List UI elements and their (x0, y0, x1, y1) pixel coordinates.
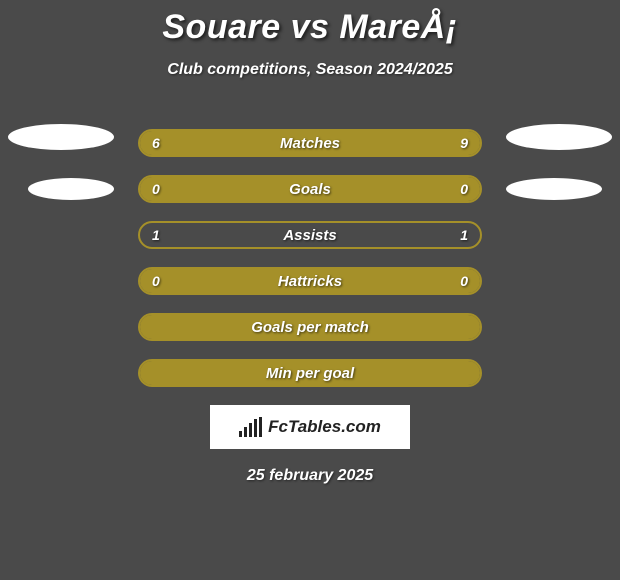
stat-value-right: 9 (460, 131, 468, 155)
stat-row: 1 1Assists (138, 221, 482, 249)
logo-bar (254, 419, 257, 437)
stat-value-right: 0 (460, 269, 468, 293)
decorative-oval (506, 124, 612, 150)
logo-bar (259, 417, 262, 437)
stat-row: 69Matches (138, 129, 482, 157)
stat-value-right: 1 (460, 223, 468, 247)
logo-bar (239, 431, 242, 437)
stat-row: 00Goals (138, 175, 482, 203)
stat-rows-container: 69Matches00Goals11Assists00HattricksGoal… (138, 129, 482, 387)
comparison-card: Souare vs MareÅ¡ Club competitions, Seas… (0, 0, 620, 580)
stat-value-left: 0 (152, 269, 160, 293)
date-label: 25 february 2025 (0, 467, 620, 485)
stat-value-left: 6 (152, 131, 160, 155)
stat-row: Goals per match (138, 313, 482, 341)
logo-bars-icon (239, 417, 262, 437)
stat-fill-right (310, 269, 480, 293)
stat-row: 00Hattricks (138, 267, 482, 295)
page-title: Souare vs MareÅ¡ (0, 0, 620, 47)
decorative-oval (506, 178, 602, 200)
stat-fill-right (276, 131, 480, 155)
logo-bar (244, 427, 247, 437)
stat-value-left: 1 (152, 223, 160, 247)
logo-text: FcTables.com (268, 417, 381, 437)
stat-row: Min per goal (138, 359, 482, 387)
stat-value-left: 0 (152, 177, 160, 201)
stat-label: Assists (140, 223, 480, 247)
stat-value-right: 0 (460, 177, 468, 201)
logo-bar (249, 423, 252, 437)
stat-fill-right (310, 177, 480, 201)
subtitle: Club competitions, Season 2024/2025 (0, 61, 620, 79)
stat-fill-left (140, 131, 276, 155)
stat-fill-left (140, 177, 310, 201)
stat-fill-left (140, 315, 480, 339)
stat-fill-left (140, 361, 480, 385)
decorative-oval (8, 124, 114, 150)
stat-fill-left (140, 269, 310, 293)
decorative-oval (28, 178, 114, 200)
fctables-logo: FcTables.com (210, 405, 410, 449)
